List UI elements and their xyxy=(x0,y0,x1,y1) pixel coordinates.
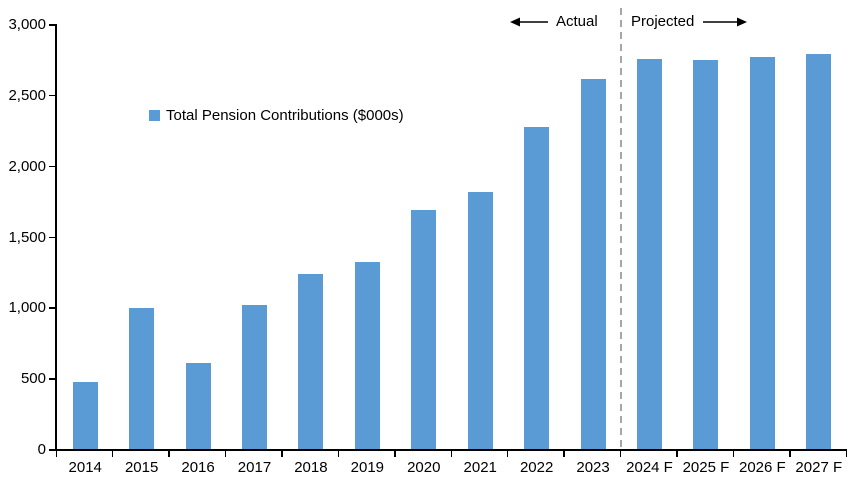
y-tick-label-2,500: 2,500 xyxy=(8,86,46,104)
x-tick-label-2026-F: 2026 F xyxy=(739,459,786,476)
y-tick-label-500: 500 xyxy=(20,370,46,388)
x-tick-11 xyxy=(676,451,678,457)
bar-2025-F xyxy=(693,60,719,449)
legend-swatch-icon xyxy=(149,109,160,121)
x-tick-1 xyxy=(111,451,114,457)
x-tick-10 xyxy=(619,451,622,457)
x-tick-4 xyxy=(281,451,283,457)
bar-2023 xyxy=(580,79,606,449)
left-arrow-icon xyxy=(510,17,548,27)
x-tick-label-2021: 2021 xyxy=(463,459,497,476)
x-tick-label-2023: 2023 xyxy=(576,459,610,476)
y-tick-0 xyxy=(49,449,56,451)
x-tick-label-2018: 2018 xyxy=(294,459,328,476)
x-tick-13 xyxy=(789,451,791,457)
x-tick-label-2016: 2016 xyxy=(181,459,215,476)
legend: Total Pension Contributions ($000s) xyxy=(149,105,404,125)
y-tick-label-0: 0 xyxy=(37,441,46,458)
x-tick-label-2025-F: 2025 F xyxy=(682,459,730,476)
projected-label: Projected xyxy=(631,13,695,30)
bar-2020 xyxy=(411,210,437,449)
x-axis-line xyxy=(55,449,847,451)
bar-2017 xyxy=(242,304,267,449)
y-tick-label-2,000: 2,000 xyxy=(8,157,46,175)
y-tick-label-3,000: 3,000 xyxy=(8,16,46,33)
bar-2018 xyxy=(298,274,324,449)
right-arrow-icon xyxy=(703,17,747,27)
legend-label: Total Pension Contributions ($000s) xyxy=(166,106,404,124)
x-tick-6 xyxy=(394,451,396,457)
y-tick-1,000 xyxy=(49,307,56,309)
bar-2014 xyxy=(72,382,98,449)
actual-projected-divider-line xyxy=(620,8,623,449)
bar-2027-F xyxy=(806,53,832,449)
x-tick-label-2027-F: 2027 F xyxy=(795,459,843,476)
y-tick-label-1,500: 1,500 xyxy=(8,228,46,246)
y-tick-2,500 xyxy=(49,94,56,97)
x-tick-3 xyxy=(224,451,227,457)
bar-2024-F xyxy=(637,59,662,449)
x-tick-label-2015: 2015 xyxy=(124,459,159,476)
bar-2022 xyxy=(524,126,550,449)
x-tick-7 xyxy=(450,451,452,457)
x-tick-label-2017: 2017 xyxy=(237,459,272,476)
x-tick-5 xyxy=(337,451,340,457)
x-tick-2 xyxy=(168,451,170,457)
bar-2021 xyxy=(467,191,493,449)
y-tick-2,000 xyxy=(49,165,56,168)
x-tick-label-2014: 2014 xyxy=(68,459,102,476)
x-tick-14 xyxy=(845,451,847,457)
x-tick-9 xyxy=(563,451,565,457)
actual-label: Actual xyxy=(556,13,598,30)
y-tick-3,000 xyxy=(49,24,56,26)
y-tick-label-1,000: 1,000 xyxy=(8,299,46,317)
bar-2019 xyxy=(354,262,380,449)
x-tick-12 xyxy=(732,451,735,457)
y-tick-1,500 xyxy=(49,236,56,238)
y-tick-500 xyxy=(49,378,56,380)
x-tick-label-2020: 2020 xyxy=(407,459,441,476)
x-tick-0 xyxy=(55,451,57,457)
y-axis-line xyxy=(55,24,57,451)
bar-2026-F xyxy=(749,57,775,449)
bar-2015 xyxy=(129,308,155,449)
x-tick-label-2019: 2019 xyxy=(350,459,385,476)
x-tick-label-2022: 2022 xyxy=(519,459,554,476)
bar-2016 xyxy=(185,362,211,449)
x-tick-8 xyxy=(506,451,509,457)
x-tick-label-2024-F: 2024 F xyxy=(626,459,673,476)
